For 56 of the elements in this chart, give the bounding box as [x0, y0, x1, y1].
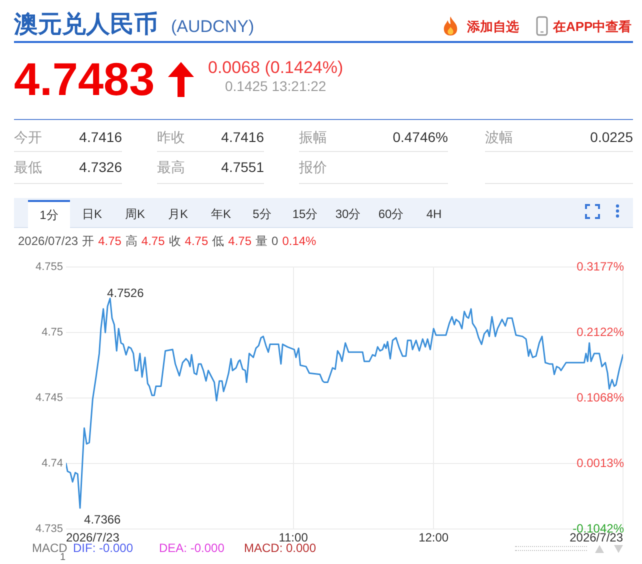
y-tick-label: 4.745 — [35, 392, 63, 404]
text: 4.75 — [184, 234, 208, 248]
text: 5分 — [252, 206, 272, 223]
text: 4.7483 — [14, 53, 155, 105]
text: 0.14% — [282, 234, 316, 248]
text: 15分 — [291, 206, 319, 223]
text: 收 — [168, 234, 181, 248]
text: 4.75 — [141, 234, 165, 248]
text: 2026/07/23 — [18, 234, 78, 248]
text: 0.1425 13:21:22 — [225, 78, 326, 94]
text: 年K — [210, 206, 232, 223]
text: 波幅 — [485, 129, 513, 145]
text: 量 — [256, 234, 268, 248]
y2-tick-label: 0.0013% — [576, 456, 624, 470]
text: 低 — [212, 234, 224, 248]
text: 30分 — [334, 206, 362, 223]
text: 报价 — [299, 159, 327, 175]
y-tick-label: 4.735 — [35, 523, 63, 536]
text: 开 — [82, 234, 94, 248]
y-tick-label: 4.755 — [35, 261, 63, 274]
x-tick-label: 12:00 — [418, 530, 449, 545]
text: 今开 — [14, 129, 42, 145]
text: 1 — [60, 552, 66, 563]
text: 4.7416 — [221, 129, 264, 145]
text: (AUDCNY) — [171, 17, 254, 36]
text: 0.4746% — [392, 129, 448, 145]
text: 1分 — [28, 202, 70, 228]
text: 昨收 — [157, 129, 185, 145]
y2-tick-label: 0.2122% — [576, 324, 624, 339]
text: 最低 — [14, 159, 42, 175]
text: 高 — [125, 234, 138, 248]
text: 在APP中查看 — [553, 19, 632, 34]
annotation: 4.7366 — [84, 512, 122, 526]
text: 最高 — [157, 159, 185, 175]
text: 4.75 — [228, 234, 252, 248]
text: 日K — [80, 206, 103, 223]
text: 4.75 — [98, 234, 122, 248]
text: 0.0068 (0.1424%) — [208, 58, 344, 77]
text: 4.7326 — [79, 159, 122, 175]
text: 0 — [272, 234, 278, 248]
text: DEA: -0.000 — [159, 541, 224, 555]
text: 4.7416 — [79, 129, 122, 145]
text: 添加自选 — [467, 19, 519, 34]
y-tick-label: 4.75 — [42, 326, 63, 339]
y2-tick-label: 0.1068% — [576, 390, 624, 404]
text: 60分 — [377, 206, 405, 223]
text: 4.7551 — [221, 159, 264, 175]
text: 振幅 — [299, 129, 327, 145]
text: 0.0225 — [590, 129, 633, 145]
text: 月K — [166, 206, 189, 223]
annotation: 4.7526 — [107, 286, 144, 300]
y-tick-label: 4.74 — [42, 458, 63, 470]
y2-tick-label: 0.3177% — [576, 259, 624, 274]
text: 周K — [124, 206, 146, 223]
text: 澳元兑人民币 — [14, 11, 158, 38]
text: 4H — [425, 206, 443, 223]
